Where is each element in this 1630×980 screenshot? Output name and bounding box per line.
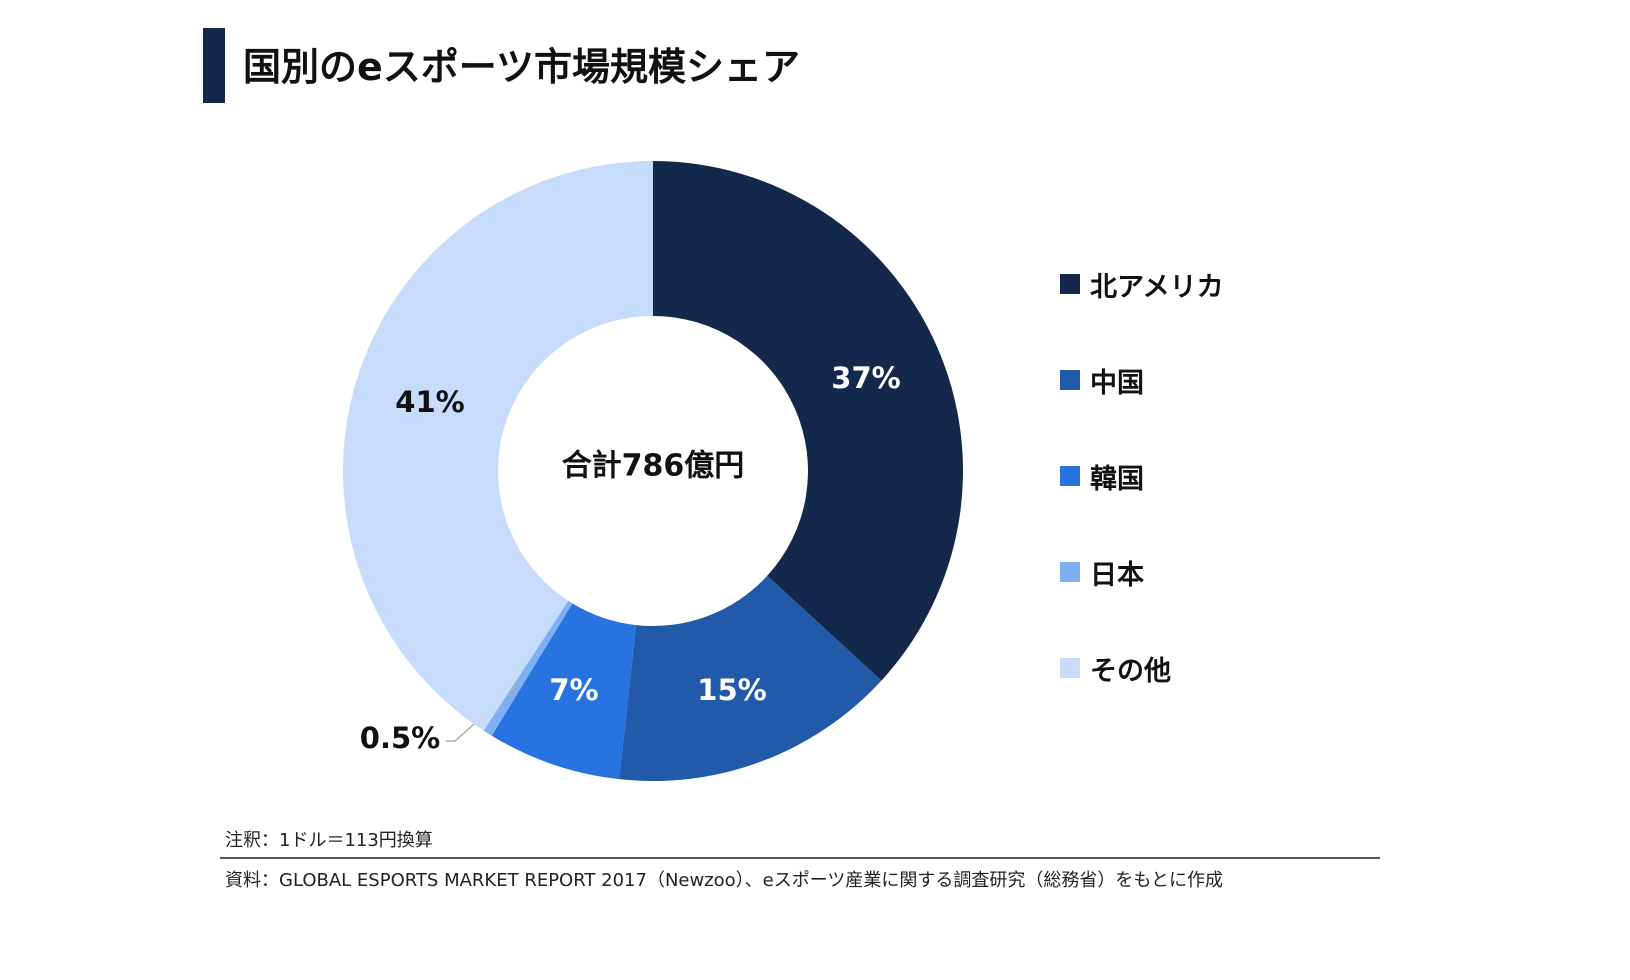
legend-label: その他 bbox=[1090, 655, 1171, 687]
legend-label: 韓国 bbox=[1090, 463, 1144, 495]
legend-label: 北アメリカ bbox=[1090, 271, 1224, 303]
source-text: 資料：GLOBAL ESPORTS MARKET REPORT 2017（New… bbox=[225, 870, 1224, 891]
slice-2 bbox=[491, 603, 637, 780]
chart-title: 国別のeスポーツ市場規模シェア bbox=[243, 45, 801, 89]
legend-item: 中国 bbox=[1060, 332, 1224, 428]
legend-swatch bbox=[1060, 658, 1080, 678]
data-label: 7% bbox=[549, 673, 598, 707]
legend-item: 北アメリカ bbox=[1060, 236, 1224, 332]
legend-label: 日本 bbox=[1090, 559, 1144, 591]
legend-swatch bbox=[1060, 466, 1080, 486]
legend-item: 日本 bbox=[1060, 524, 1224, 620]
divider bbox=[220, 857, 1380, 859]
data-label: 37% bbox=[831, 361, 900, 395]
footnote: 注釈：1ドル＝113円換算 bbox=[225, 830, 433, 851]
title-accent-bar bbox=[203, 28, 225, 103]
data-label: 0.5% bbox=[360, 721, 440, 755]
center-total-label: 合計786億円 bbox=[562, 449, 745, 484]
legend-swatch bbox=[1060, 562, 1080, 582]
legend-label: 中国 bbox=[1090, 367, 1144, 399]
data-label: 15% bbox=[697, 673, 766, 707]
legend-swatch bbox=[1060, 370, 1080, 390]
slice-4 bbox=[342, 161, 653, 731]
legend-swatch bbox=[1060, 274, 1080, 294]
slice-1 bbox=[619, 575, 882, 781]
legend-item: 韓国 bbox=[1060, 428, 1224, 524]
data-label: 41% bbox=[395, 385, 464, 419]
slice-0 bbox=[653, 161, 964, 681]
legend: 北アメリカ中国韓国日本その他 bbox=[1060, 236, 1224, 716]
slice-3 bbox=[483, 600, 573, 736]
legend-item: その他 bbox=[1060, 620, 1224, 716]
